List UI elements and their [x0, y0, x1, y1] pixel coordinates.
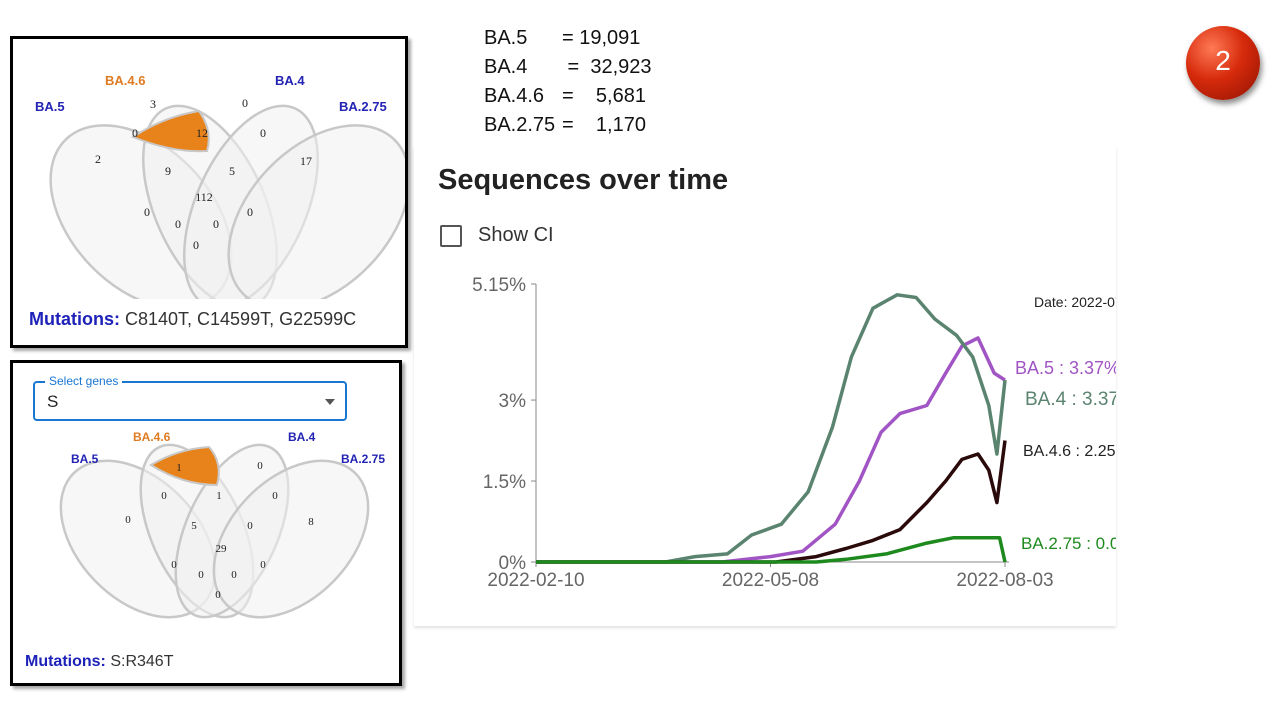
venn-region-count: 0 [193, 238, 199, 252]
venn-region-count: 0 [247, 205, 253, 219]
venn-region-count: 0 [213, 217, 219, 231]
lineage-name: BA.5 [484, 27, 528, 49]
lineage-count: = 19,091 [562, 27, 641, 49]
highlighted-region [130, 109, 210, 153]
venn-region-count: 0 [161, 490, 167, 502]
lineage-counts: BA.5 = 19,091 BA.4 = 32,923 BA.4.6 = 5,681 BA… [484, 24, 652, 140]
venn-region-count: 0 [215, 589, 221, 601]
venn-set-label: BA.5 [71, 452, 99, 466]
y-tick-label: 3% [499, 391, 527, 412]
series-label: BA.4.6 : 2.25% [0.15-26.51%] [1023, 443, 1116, 460]
y-tick-label: 0% [499, 553, 527, 574]
venn-panel-selected-gene: Select genes S BA.5 BA.4.6 BA.4 BA.2.75 0 1 0 8… [10, 360, 402, 686]
x-tick-label: 2022-08-03 [956, 570, 1053, 591]
lineage-name: BA.4 [484, 56, 528, 78]
lineage-name: BA.4.6 [484, 85, 545, 107]
venn-region-count: 0 [242, 96, 248, 110]
venn-region-count: 0 [257, 460, 263, 472]
venn-region-count: 5 [229, 164, 235, 178]
highlighted-region [149, 445, 220, 487]
venn-region-count: 9 [165, 164, 171, 178]
venn-region-count: 0 [260, 126, 266, 140]
series-line [536, 440, 1007, 564]
x-tick-label: 2022-02-10 [487, 570, 584, 591]
venn-region-count: 8 [308, 516, 314, 528]
venn-region-count: 3 [150, 97, 156, 111]
series-line [536, 535, 1007, 564]
y-tick-label: 5.15% [472, 275, 526, 296]
venn-region-count: 0 [175, 217, 181, 231]
lineage-count: = 32,923 [562, 56, 652, 78]
venn-set-label: BA.2.75 [341, 452, 385, 466]
show-ci-label[interactable]: Show CI [478, 224, 554, 246]
lineage-name: BA.2.75 [484, 114, 556, 136]
venn-region-count: 0 [125, 514, 131, 526]
venn-region-count: 0 [272, 490, 278, 502]
venn-region-count: 0 [132, 126, 138, 140]
venn-set-label: BA.4 [288, 430, 316, 444]
venn-panel-all-genes: BA.5 BA.4.6 BA.4 BA.2.75 2 3 0 17 0 12 0 9 5 112 0 0 0 0 0… [10, 36, 408, 348]
venn-region-count: 0 [260, 559, 266, 571]
chart-title: Sequences over time [438, 164, 729, 196]
mutations-line: Mutations: C8140T, C14599T, G22599C [29, 309, 356, 330]
count-row: BA.4 = 32,923 [484, 53, 652, 82]
venn-region-count: 112 [195, 190, 213, 204]
venn-set-label: BA.5 [35, 99, 65, 114]
venn-region-count: 0 [247, 520, 253, 532]
venn-set-label: BA.4.6 [105, 73, 145, 88]
gene-select[interactable]: Select genes S [33, 374, 347, 421]
lineage-count: = 5,681 [562, 85, 646, 107]
venn-region-count: 0 [144, 205, 150, 219]
count-row: BA.2.75 = 1,170 [484, 111, 652, 140]
venn-region-count: 1 [176, 462, 182, 474]
series-line [536, 336, 1006, 564]
venn-set-ellipse [227, 124, 405, 299]
count-row: BA.5 = 19,091 [484, 24, 652, 53]
mutations-label: Mutations: [25, 653, 106, 670]
venn-region-count: 0 [231, 569, 237, 581]
venn-region-count: 2 [95, 152, 101, 166]
venn-region-count: 0 [198, 569, 204, 581]
series-line [536, 293, 1007, 564]
venn-region-count: 5 [191, 520, 197, 532]
venn-set-label: BA.4.6 [133, 430, 171, 444]
sequences-chart-card: Sequences over time Show CI 5.15% 3% 1.5% 0… [414, 146, 1116, 626]
line-chart: 5.15% 3% 1.5% 0%2022-02-10 2022-05-08 2022-08… [472, 275, 1116, 591]
gene-select-label: Select genes [45, 374, 123, 388]
venn-region-count: 12 [196, 126, 208, 140]
step-number-badge: 2 [1186, 26, 1260, 100]
venn-set-label: BA.4 [275, 73, 305, 88]
show-ci-checkbox[interactable] [440, 225, 462, 247]
series-label: BA.4 : 3.37% [0.31-28.07%] [1025, 389, 1116, 410]
venn-region-count: 1 [216, 490, 222, 502]
venn-set-label: BA.2.75 [339, 99, 387, 114]
x-tick-label: 2022-05-08 [722, 570, 819, 591]
venn-region-count: 29 [216, 543, 228, 555]
mutations-value: C8140T, C14599T, G22599C [119, 309, 357, 329]
lineage-count: = 1,170 [562, 114, 646, 136]
venn-set-ellipse [212, 459, 370, 619]
mutations-value: S:R346T [105, 653, 174, 670]
venn-region-count: 0 [171, 559, 177, 571]
gene-select-value: S [47, 392, 59, 411]
series-label: BA.2.75 : 0.00% [0.00-23.20%] [1021, 534, 1116, 553]
y-tick-label: 1.5% [483, 472, 526, 493]
count-row: BA.4.6 = 5,681 [484, 82, 652, 111]
series-label: BA.5 : 3.37% [0.31-28.07%] [1015, 358, 1116, 378]
chevron-down-icon[interactable] [325, 399, 335, 405]
mutations-line: Mutations: S:R346T [25, 653, 173, 671]
venn-region-count: 17 [300, 154, 312, 168]
mutations-label: Mutations: [29, 309, 120, 329]
date-range-label: Date: 2022-07-31 to 2022-08-06 [1034, 294, 1116, 310]
